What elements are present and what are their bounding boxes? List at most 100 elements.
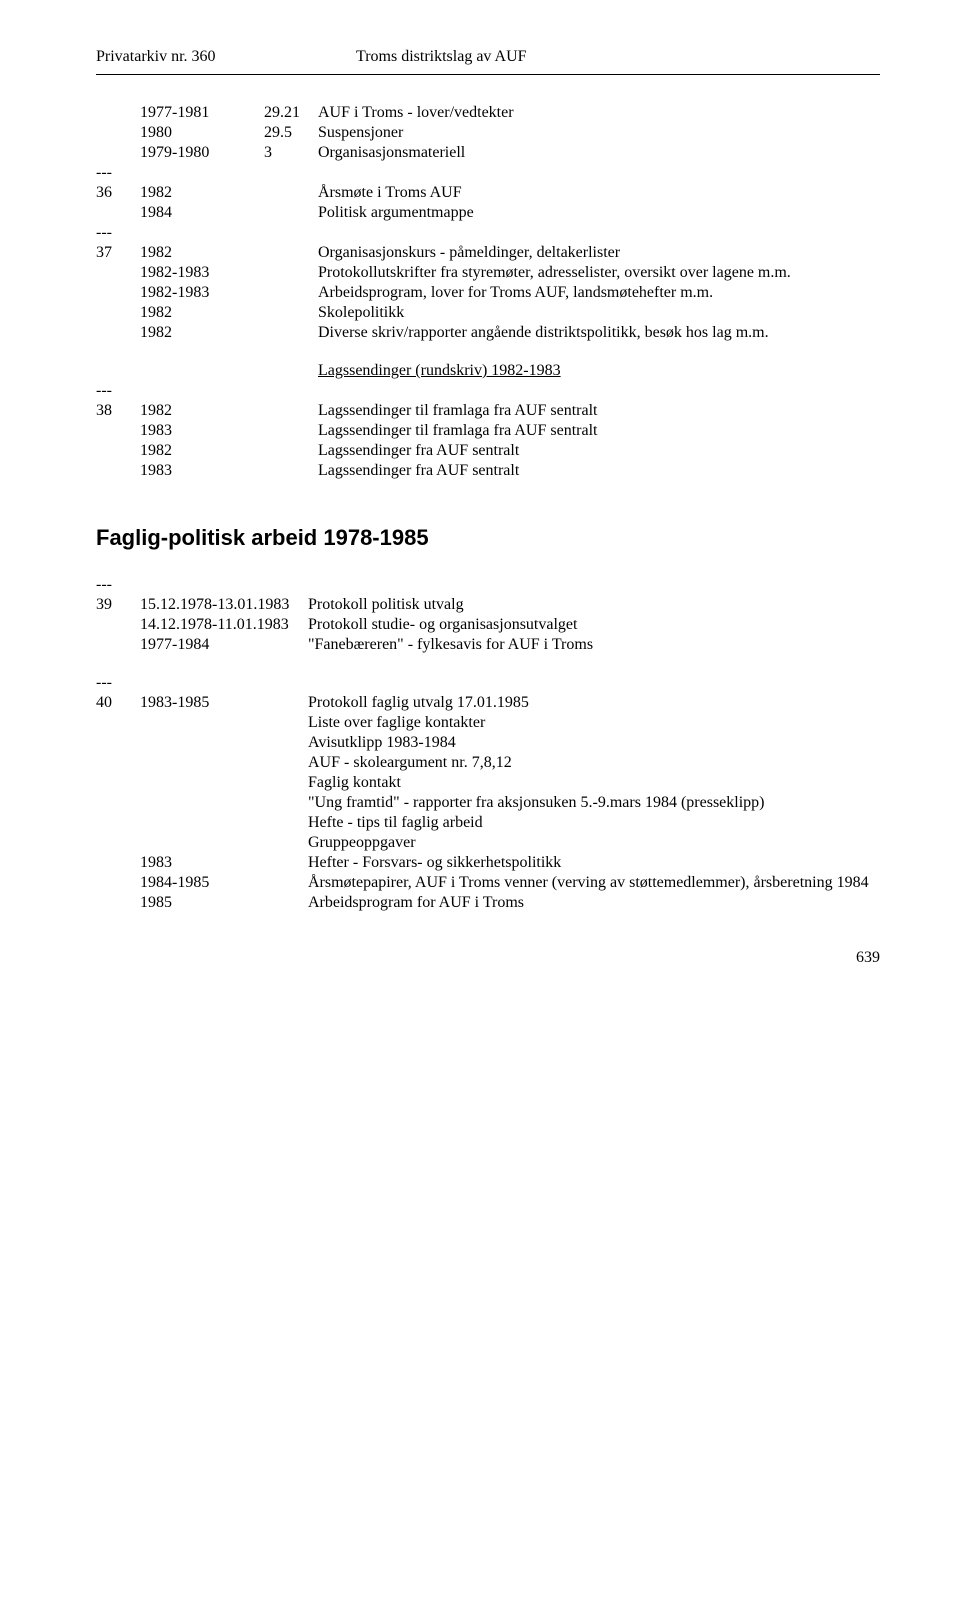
separator-dash: --- [96, 673, 880, 693]
col-code [264, 461, 318, 481]
col-num [96, 263, 140, 283]
col-year: 1983 [140, 853, 308, 873]
body-line: Avisutklipp 1983-1984 [308, 733, 880, 753]
col-code [264, 303, 318, 323]
col-year: 1982 [140, 243, 264, 263]
col-text: Arbeidsprogram, lover for Troms AUF, lan… [318, 283, 880, 303]
entry-row: 1983 Hefter - Forsvars- og sikkerhetspol… [96, 853, 880, 873]
separator-dash: --- [96, 163, 880, 183]
col-year: 15.12.1978-13.01.1983 [140, 595, 308, 615]
col-year: 1982-1983 [140, 283, 264, 303]
col-text: Organisasjonskurs - påmeldinger, deltake… [318, 243, 880, 263]
col-year: 14.12.1978-11.01.1983 [140, 615, 308, 635]
col-num [96, 421, 140, 441]
col-year: 1982 [140, 323, 264, 343]
separator-dash: --- [96, 575, 880, 595]
col-num [96, 123, 140, 143]
col-text: Protokollutskrifter fra styremøter, adre… [318, 263, 880, 283]
entry-row: 14.12.1978-11.01.1983 Protokoll studie- … [96, 615, 880, 635]
col-num: 36 [96, 183, 140, 203]
col-num [96, 103, 140, 123]
separator-dash: --- [96, 223, 880, 243]
col-year: 1985 [140, 893, 308, 913]
separator-dash: --- [96, 381, 880, 401]
col-code [264, 263, 318, 283]
col-code [264, 401, 318, 421]
col-text: Lagssendinger fra AUF sentralt [318, 461, 880, 481]
body-line: "Ung framtid" - rapporter fra aksjonsuke… [308, 793, 880, 813]
col-num: 37 [96, 243, 140, 263]
entry-row: 1984 Politisk argumentmappe [96, 203, 880, 223]
col-text: Protokoll studie- og organisasjonsutvalg… [308, 615, 880, 635]
entry-row: 1982-1983 Arbeidsprogram, lover for Trom… [96, 283, 880, 303]
col-code: 29.5 [264, 123, 318, 143]
entry-row: 1983 Lagssendinger til framlaga fra AUF … [96, 421, 880, 441]
entry-row: 37 1982 Organisasjonskurs - påmeldinger,… [96, 243, 880, 263]
col-text: Årsmøte i Troms AUF [318, 183, 880, 203]
col-code [264, 183, 318, 203]
col-code: 29.21 [264, 103, 318, 123]
subheading: Lagssendinger (rundskriv) 1982-1983 [318, 361, 880, 381]
col-year: 1977-1981 [140, 103, 264, 123]
header-rule [96, 74, 880, 75]
header-collection: Troms distriktslag av AUF [356, 48, 880, 66]
col-text: Lagssendinger fra AUF sentralt [318, 441, 880, 461]
col-text: Protokoll faglig utvalg 17.01.1985 [308, 693, 880, 713]
col-text: Organisasjonsmateriell [318, 143, 880, 163]
col-code [264, 323, 318, 343]
col-code [264, 243, 318, 263]
entry-row: 1982 Lagssendinger fra AUF sentralt [96, 441, 880, 461]
col-text: Suspensjoner [318, 123, 880, 143]
entry-row: 1982 Skolepolitikk [96, 303, 880, 323]
col-num [96, 323, 140, 343]
col-text: Diverse skriv/rapporter angående distrik… [318, 323, 880, 343]
section-title: Faglig-politisk arbeid 1978-1985 [96, 525, 880, 551]
col-num: 40 [96, 693, 140, 713]
col-text: Årsmøtepapirer, AUF i Troms venner (verv… [308, 873, 880, 893]
col-text: Hefter - Forsvars- og sikkerhetspolitikk [308, 853, 880, 873]
entry-row: 1977-1984 "Fanebæreren" - fylkesavis for… [96, 635, 880, 655]
entry-row: 36 1982 Årsmøte i Troms AUF [96, 183, 880, 203]
col-text: Lagssendinger til framlaga fra AUF sentr… [318, 401, 880, 421]
col-year: 1984 [140, 203, 264, 223]
col-year: 1979-1980 [140, 143, 264, 163]
body-line: Liste over faglige kontakter [308, 713, 880, 733]
col-text: "Fanebæreren" - fylkesavis for AUF i Tro… [308, 635, 880, 655]
col-num: 38 [96, 401, 140, 421]
col-num [96, 203, 140, 223]
entry-row: 1980 29.5 Suspensjoner [96, 123, 880, 143]
col-year: 1983 [140, 421, 264, 441]
body-line: Gruppeoppgaver [308, 833, 880, 853]
col-text: Skolepolitikk [318, 303, 880, 323]
col-year: 1982-1983 [140, 263, 264, 283]
entry-row: 1977-1981 29.21 AUF i Troms - lover/vedt… [96, 103, 880, 123]
col-num [96, 461, 140, 481]
col-text: AUF i Troms - lover/vedtekter [318, 103, 880, 123]
entry-row: 1983 Lagssendinger fra AUF sentralt [96, 461, 880, 481]
col-num [96, 303, 140, 323]
col-text: Lagssendinger til framlaga fra AUF sentr… [318, 421, 880, 441]
col-text: Protokoll politisk utvalg [308, 595, 880, 615]
col-code: 3 [264, 143, 318, 163]
col-year: 1977-1984 [140, 635, 308, 655]
col-num: 39 [96, 595, 140, 615]
entry-row: 1979-1980 3 Organisasjonsmateriell [96, 143, 880, 163]
col-code [264, 283, 318, 303]
col-year: 1980 [140, 123, 264, 143]
col-code [264, 421, 318, 441]
col-num [96, 283, 140, 303]
col-code [264, 441, 318, 461]
col-year: 1982 [140, 183, 264, 203]
col-text: Arbeidsprogram for AUF i Troms [308, 893, 880, 913]
col-num [96, 441, 140, 461]
col-year: 1983-1985 [140, 693, 308, 713]
col-text: Politisk argumentmappe [318, 203, 880, 223]
entry-row: 1982-1983 Protokollutskrifter fra styrem… [96, 263, 880, 283]
col-year: 1982 [140, 401, 264, 421]
col-code [264, 203, 318, 223]
entry-row: 38 1982 Lagssendinger til framlaga fra A… [96, 401, 880, 421]
page-header: Privatarkiv nr. 360 Troms distriktslag a… [96, 48, 880, 66]
body-line: Faglig kontakt [308, 773, 880, 793]
body-line: AUF - skoleargument nr. 7,8,12 [308, 753, 880, 773]
col-year: 1984-1985 [140, 873, 308, 893]
